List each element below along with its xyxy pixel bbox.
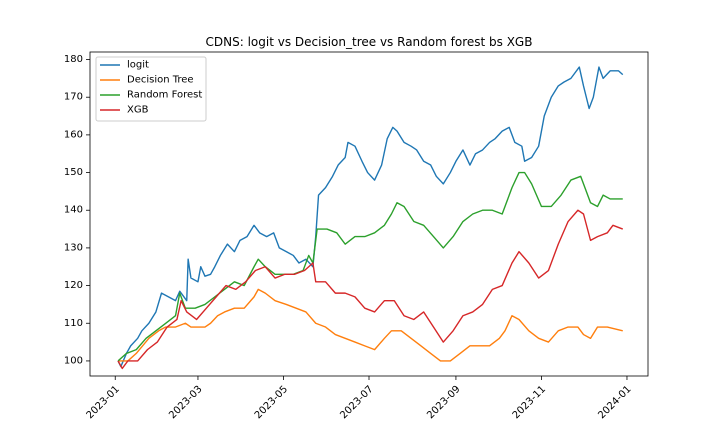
y-tick-label: 170	[64, 92, 83, 103]
y-tick-label: 160	[64, 129, 83, 140]
y-tick-label: 120	[64, 280, 83, 291]
series-line-random-forest	[117, 171, 623, 362]
legend-box	[95, 56, 207, 122]
y-tick-label: 150	[64, 167, 83, 178]
series-line-decision-tree	[118, 288, 623, 362]
series-line-logit	[117, 66, 624, 368]
y-tick-label: 100	[64, 355, 83, 366]
y-tick-label: 110	[64, 318, 83, 329]
legend-label: Random Forest	[127, 90, 202, 101]
legend-label: Decision Tree	[127, 75, 194, 86]
plot-series	[117, 66, 624, 370]
y-tick-label: 130	[64, 242, 83, 253]
series-line-xgb	[117, 209, 624, 370]
y-tick-label: 180	[64, 54, 83, 65]
y-tick-label: 140	[64, 205, 83, 216]
legend-label: logit	[127, 60, 149, 71]
chart-title: CDNS: logit vs Decision_tree vs Random f…	[206, 35, 533, 49]
y-axis: 100 110 120 130 140 150 160 170 180	[64, 54, 90, 366]
legend: logit Decision Tree Random Forest XGB	[95, 56, 207, 122]
legend-label: XGB	[127, 105, 149, 116]
